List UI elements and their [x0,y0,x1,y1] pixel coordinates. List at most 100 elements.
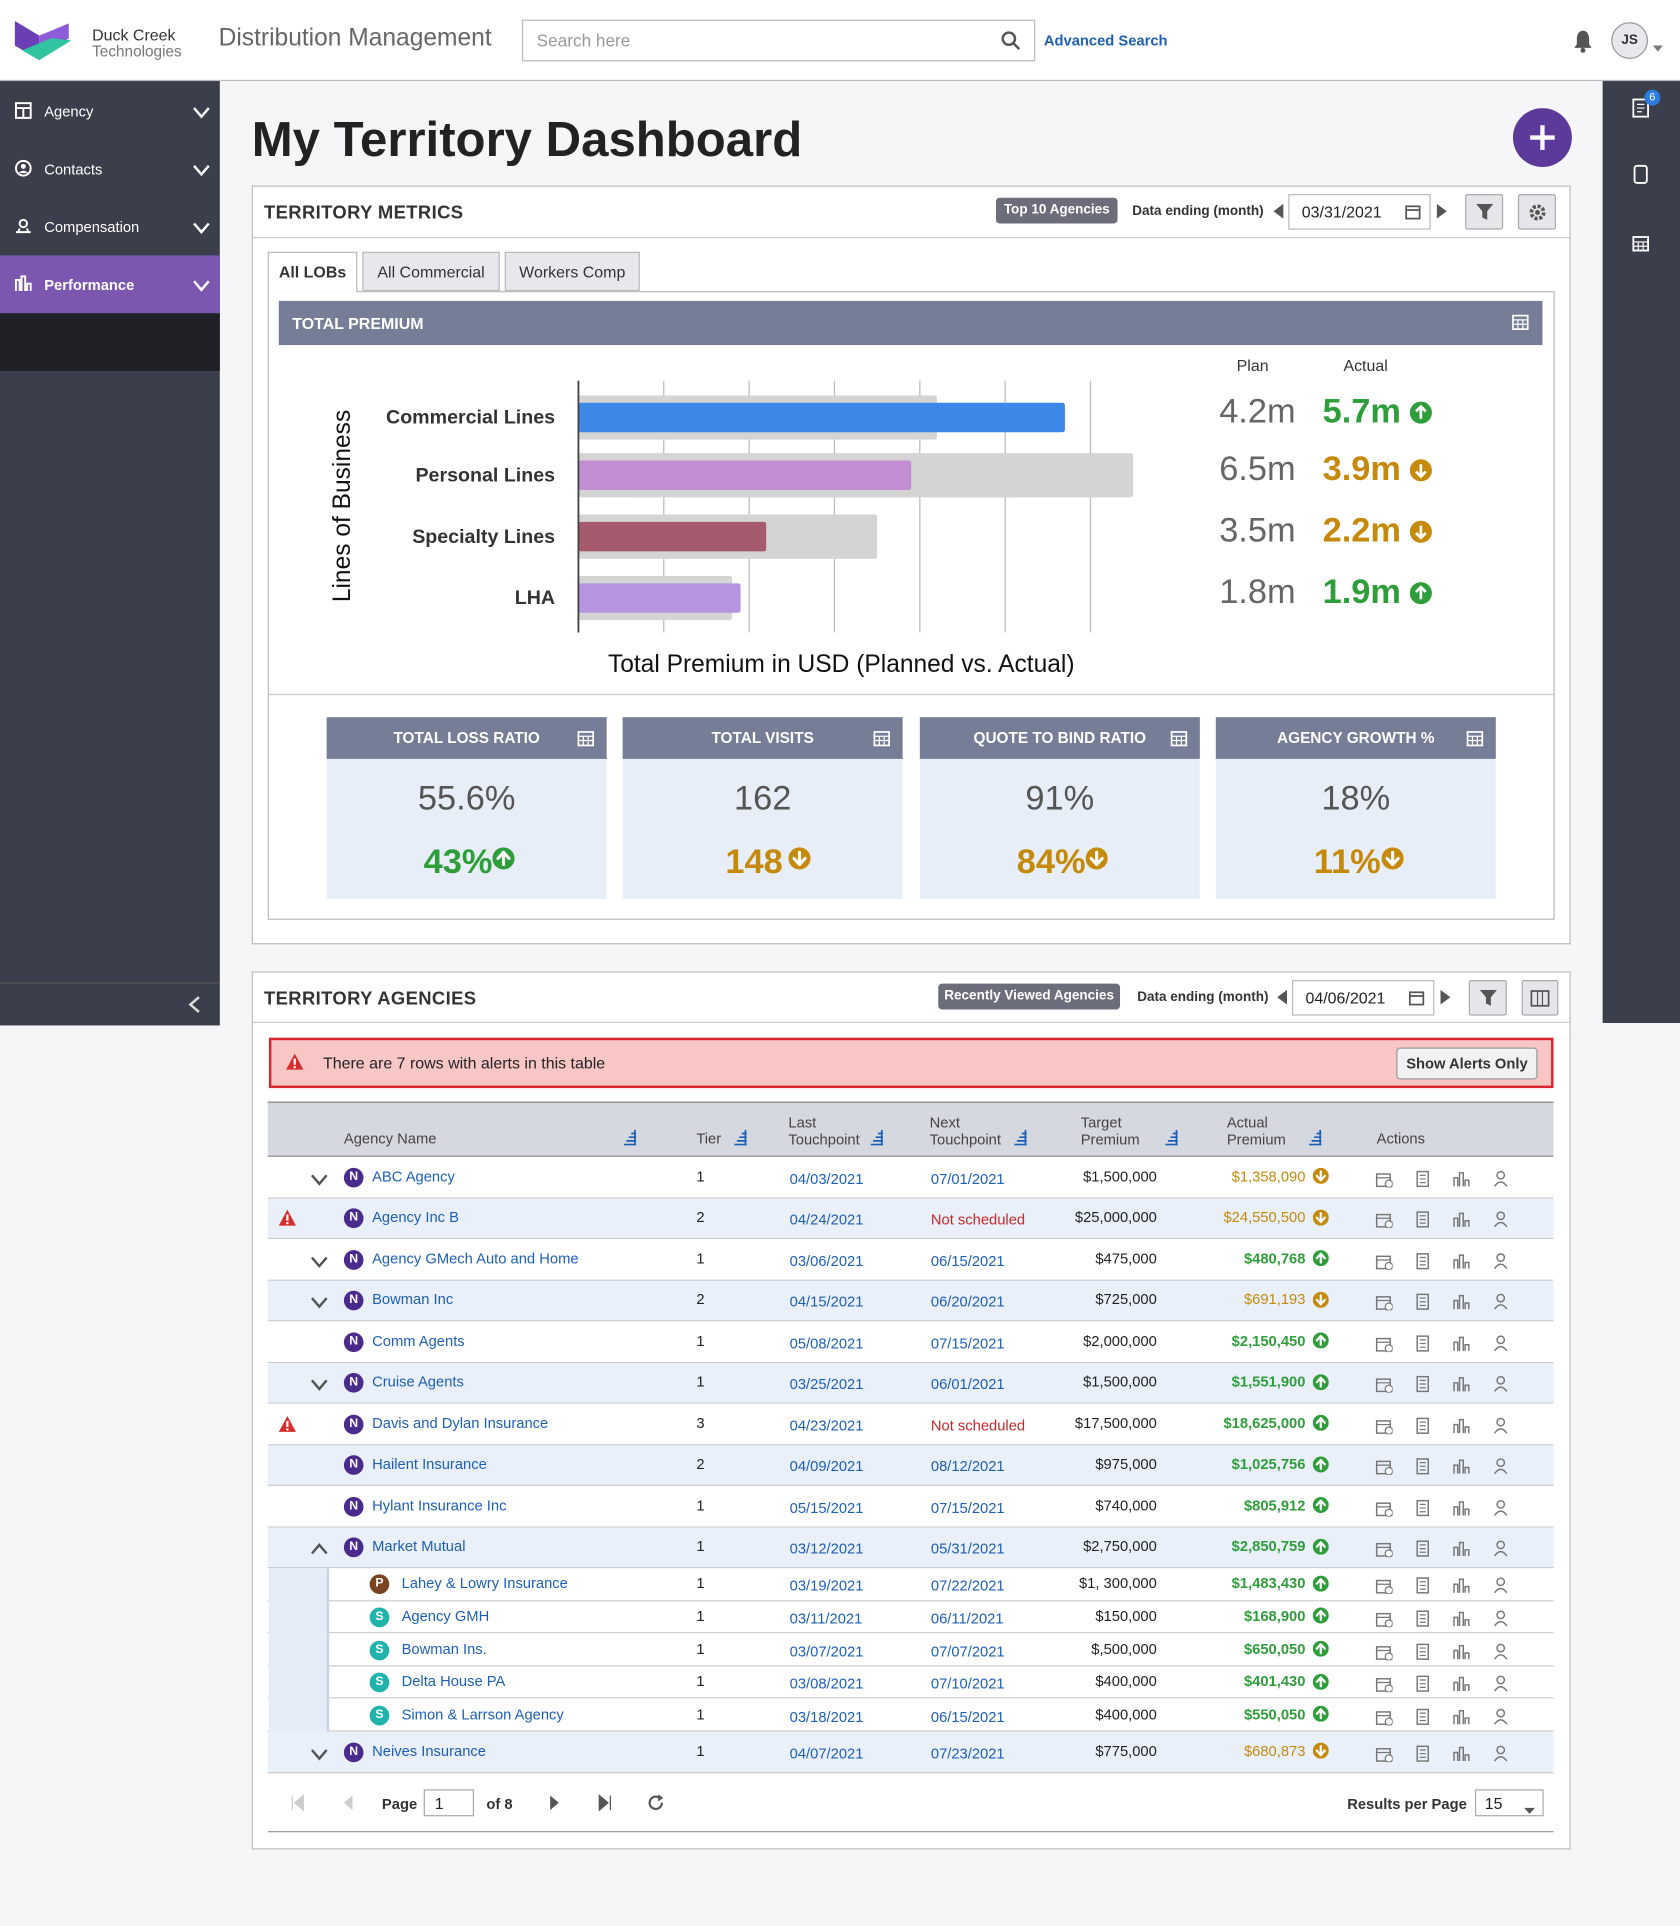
table-row[interactable] [267,1444,1554,1486]
action-icon[interactable] [1415,1252,1432,1270]
arrow-button[interactable] [1436,203,1448,220]
table-row[interactable] [267,1698,1554,1732]
action-icon[interactable] [1375,1376,1394,1394]
agency-name[interactable]: Hailent Insurance [372,1455,487,1473]
last-touchpoint[interactable]: 04/09/2021 [789,1458,864,1476]
action-icon[interactable] [1492,1335,1509,1352]
action-icon[interactable] [1375,1610,1394,1628]
search-box[interactable]: Search here [521,19,1036,62]
action-icon[interactable] [1415,1417,1432,1434]
table-row[interactable] [267,1239,1554,1281]
action-icon[interactable] [1492,1458,1509,1475]
column-header[interactable]: Agency Name [343,1129,437,1148]
action-icon[interactable] [1492,1577,1509,1594]
column-header[interactable]: Last Touchpoint [788,1113,860,1149]
table-row[interactable] [267,1156,1554,1198]
sort-icon[interactable] [869,1129,884,1146]
sort-icon[interactable] [623,1129,638,1146]
refresh[interactable] [647,1794,664,1811]
action-icon[interactable] [1453,1675,1470,1692]
agency-name[interactable]: Hylant Insurance Inc [372,1496,507,1514]
action-icon[interactable] [1375,1170,1394,1188]
last-touchpoint[interactable]: 04/15/2021 [789,1293,864,1311]
action-icon[interactable] [1492,1211,1509,1228]
filter-button[interactable] [1465,194,1504,230]
agency-name[interactable]: Agency GMH [401,1607,490,1625]
last-page[interactable] [598,1794,613,1812]
action-icon[interactable] [1492,1293,1509,1310]
action-icon[interactable] [1453,1293,1470,1310]
table-row[interactable] [267,1633,1554,1667]
next-page[interactable] [549,1794,561,1811]
action-icon[interactable] [1492,1610,1509,1627]
action-icon[interactable] [1492,1252,1509,1269]
action-icon[interactable] [1415,1335,1432,1352]
action-icon[interactable] [1415,1610,1432,1627]
table-row[interactable] [267,1321,1554,1363]
action-icon[interactable] [1375,1293,1394,1312]
table-row[interactable] [267,1485,1554,1528]
last-touchpoint[interactable]: 03/11/2021 [789,1609,863,1628]
chevron[interactable] [309,1376,329,1392]
action-icon[interactable] [1415,1708,1432,1725]
chevron[interactable] [309,1252,329,1268]
per-page-select[interactable]: 15 [1474,1789,1544,1817]
action-icon[interactable] [1492,1675,1509,1692]
chevron[interactable] [309,1745,329,1761]
agency-name[interactable]: Neives Insurance [372,1742,486,1760]
action-icon[interactable] [1453,1643,1470,1660]
chevron[interactable] [185,996,205,1013]
action-icon[interactable] [1492,1745,1509,1762]
action-icon[interactable] [1492,1170,1509,1187]
chevron[interactable] [192,161,212,177]
last-touchpoint[interactable]: 03/06/2021 [789,1252,864,1270]
tab[interactable]: Workers Comp [504,251,640,292]
action-icon[interactable] [1415,1540,1432,1558]
sidebar-item[interactable]: Performance [0,255,220,314]
table-row[interactable] [267,1600,1554,1634]
last-touchpoint[interactable]: 03/25/2021 [789,1375,864,1393]
action-icon[interactable] [1375,1643,1394,1661]
advanced-search[interactable]: Advanced Search [1043,31,1168,50]
table-icon[interactable] [577,731,595,747]
agency-name[interactable]: Market Mutual [372,1537,466,1556]
column-header[interactable]: Target Premium [1080,1113,1140,1149]
table-row[interactable] [267,1280,1554,1322]
action-icon[interactable] [1415,1293,1432,1311]
settings-button[interactable] [1517,194,1556,230]
table-icon[interactable] [873,731,890,747]
action-icon[interactable] [1453,1211,1470,1228]
bell-icon[interactable] [1572,28,1594,53]
action-icon[interactable] [1453,1745,1470,1762]
table-icon[interactable] [1512,314,1529,330]
action-icon[interactable] [1453,1708,1470,1725]
sort-icon[interactable] [1308,1129,1323,1146]
action-icon[interactable] [1415,1745,1432,1762]
first-page[interactable] [290,1794,305,1812]
arrow-button[interactable] [1276,989,1288,1006]
action-icon[interactable] [1415,1458,1432,1475]
last-touchpoint[interactable]: 04/07/2021 [789,1744,864,1762]
sort-icon[interactable] [1164,1129,1179,1146]
chevron[interactable] [309,1170,329,1186]
sort-icon[interactable] [1013,1129,1028,1146]
tab[interactable]: All Commercial [362,251,500,292]
arrow-button[interactable] [1439,989,1451,1006]
last-touchpoint[interactable]: 05/08/2021 [789,1334,864,1352]
agency-name[interactable]: Agency Inc B [372,1208,459,1226]
action-icon[interactable] [1453,1170,1470,1187]
action-icon[interactable] [1375,1675,1394,1694]
agency-name[interactable]: Davis and Dylan Insurance [372,1414,549,1432]
add-button[interactable] [1512,108,1572,168]
rail-icon[interactable] [1632,98,1649,118]
sidebar-item[interactable]: Agency [0,82,220,140]
action-icon[interactable] [1375,1540,1394,1559]
action-icon[interactable] [1415,1577,1432,1594]
action-icon[interactable] [1492,1417,1509,1434]
action-icon[interactable] [1375,1577,1394,1596]
action-icon[interactable] [1453,1335,1470,1352]
agency-name[interactable]: Bowman Inc [372,1291,454,1309]
action-icon[interactable] [1492,1499,1509,1516]
table-row[interactable] [267,1527,1554,1569]
table-icon[interactable] [1466,731,1484,747]
